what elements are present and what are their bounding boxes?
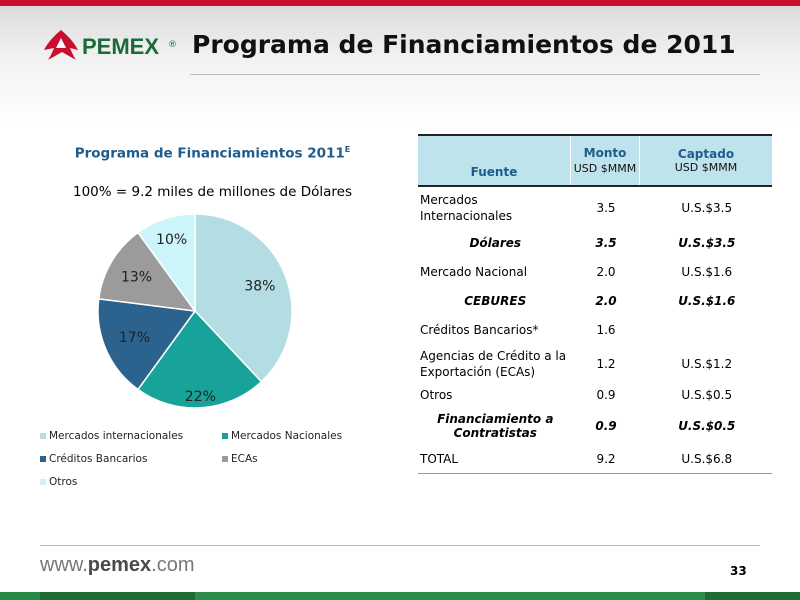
cell-monto: 1.2 (596, 356, 616, 371)
legend-label: Créditos Bancarios (49, 453, 148, 465)
cell-fuente: Mercado Nacional (420, 264, 528, 279)
table-row: Créditos Bancarios* 1.6 (418, 315, 772, 344)
cell-monto: 9.2 (596, 451, 616, 466)
legend-item-1: Mercados internacionales (40, 430, 183, 442)
cell-monto: 0.9 (595, 419, 617, 433)
cell-monto: 3.5 (596, 200, 616, 215)
cell-monto: 2.0 (595, 293, 617, 308)
table-row: CEBURES 2.0 U.S.$1.6 (418, 286, 772, 315)
cell-monto: 1.6 (596, 322, 616, 337)
table-row: TOTAL 9.2 U.S.$6.8 (418, 445, 772, 473)
cell-captado: U.S.$1.6 (678, 293, 736, 308)
pie-slice-3 (97, 298, 197, 391)
footer-url-domain: pemex (87, 554, 152, 576)
header-captado-label: Captado (677, 147, 735, 161)
financing-table: Fuente Monto USD $MMM Captado USD $MMM M… (418, 134, 772, 474)
cell-captado: U.S.$0.5 (681, 388, 733, 402)
cell-fuente: Dólares (469, 235, 522, 250)
table-row: Agencias de Crédito a la Exportación (EC… (418, 344, 772, 383)
top-red-bar (0, 0, 800, 6)
header-background (0, 6, 800, 124)
table-row: Financiamiento a Contratistas 0.9 U.S.$0.5 (418, 407, 772, 445)
legend-swatch (222, 456, 228, 462)
footer-divider (40, 545, 760, 546)
bottom-green-bar (0, 592, 800, 600)
header-divider (190, 74, 760, 75)
legend-item-5: Otros (40, 476, 77, 488)
legend-swatch (40, 479, 46, 485)
legend-item-2: Mercados Nacionales (222, 430, 342, 442)
chart-title-text: Programa de Financiamientos 2011 (74, 145, 345, 162)
legend-label: Otros (49, 476, 78, 488)
cell-captado: U.S.$1.2 (681, 356, 733, 371)
pie-slice-4 (97, 231, 197, 312)
cell-monto: 0.9 (596, 388, 616, 402)
pie-label-2: 22% (185, 389, 216, 405)
cell-captado: U.S.$3.5 (678, 235, 736, 250)
header-monto-label: Monto (583, 145, 627, 160)
legend-label: ECAs (231, 453, 258, 465)
cell-captado: U.S.$0.5 (678, 419, 736, 433)
legend-label: Mercados Nacionales (231, 430, 343, 442)
header-captado: Captado USD $MMM (639, 135, 772, 186)
legend-label: Mercados internacionales (49, 430, 184, 442)
cell-fuente: Créditos Bancarios* (420, 322, 539, 337)
pie-slice-2 (136, 309, 263, 409)
legend-item-3: Créditos Bancarios (40, 453, 147, 465)
cell-fuente: Agencias de Crédito a la Exportación (EC… (420, 348, 567, 379)
chart-title-superscript: E (344, 145, 351, 154)
header-monto: Monto USD $MMM (570, 135, 640, 186)
table-row: Mercado Nacional 2.0 U.S.$1.6 (418, 257, 772, 286)
legend-swatch (40, 456, 46, 462)
footer-url[interactable]: www.pemex.com (40, 554, 195, 577)
pemex-eagle-icon (44, 30, 78, 60)
cell-monto: 3.5 (595, 235, 617, 250)
cell-monto: 2.0 (596, 264, 616, 279)
header-monto-unit: USD $MMM (573, 161, 637, 175)
cell-fuente: TOTAL (420, 451, 459, 466)
cell-captado: U.S.$1.6 (681, 264, 733, 279)
footer-url-suffix: .com (151, 554, 195, 576)
footer-url-prefix: www. (40, 554, 88, 576)
cell-captado: U.S.$3.5 (681, 200, 733, 215)
header-captado-unit: USD $MMM (674, 161, 738, 174)
pemex-logo: PEMEX ® (42, 28, 182, 64)
cell-fuente: Mercados Internacionales (420, 192, 513, 223)
cell-fuente: Financiamiento a Contratistas (437, 412, 554, 440)
pie-slice-5 (136, 213, 196, 314)
cell-captado (640, 315, 773, 344)
legend-swatch (222, 433, 228, 439)
table-header-row: Fuente Monto USD $MMM Captado USD $MMM (418, 135, 772, 186)
legend-swatch (40, 433, 46, 439)
pie-chart: 38% 22% 17% 13% 10% (97, 213, 293, 409)
cell-fuente: CEBURES (464, 293, 527, 308)
table-row: Mercados Internacionales 3.5 U.S.$3.5 (418, 186, 772, 228)
cell-captado: U.S.$6.8 (681, 451, 733, 466)
table-row: Otros 0.9 U.S.$0.5 (418, 383, 772, 407)
pie-label-4: 13% (121, 269, 152, 285)
table-row: Dólares 3.5 U.S.$3.5 (418, 228, 772, 257)
pie-slice-1 (194, 213, 293, 383)
page-title: Programa de Financiamientos de 2011 (192, 30, 736, 59)
header-fuente: Fuente (418, 135, 571, 186)
cell-fuente: Otros (420, 388, 453, 402)
logo-registered-mark: ® (168, 40, 177, 50)
chart-title: Programa de Financiamientos 2011E (40, 145, 385, 162)
logo-wordmark: PEMEX (82, 34, 160, 59)
pie-label-3: 17% (119, 330, 150, 346)
page-number: 33 (730, 564, 747, 578)
legend-item-4: ECAs (222, 453, 258, 465)
pie-label-5: 10% (156, 232, 187, 248)
pie-label-1: 38% (244, 278, 275, 294)
chart-subtitle: 100% = 9.2 miles de millones de Dólares (73, 184, 352, 200)
